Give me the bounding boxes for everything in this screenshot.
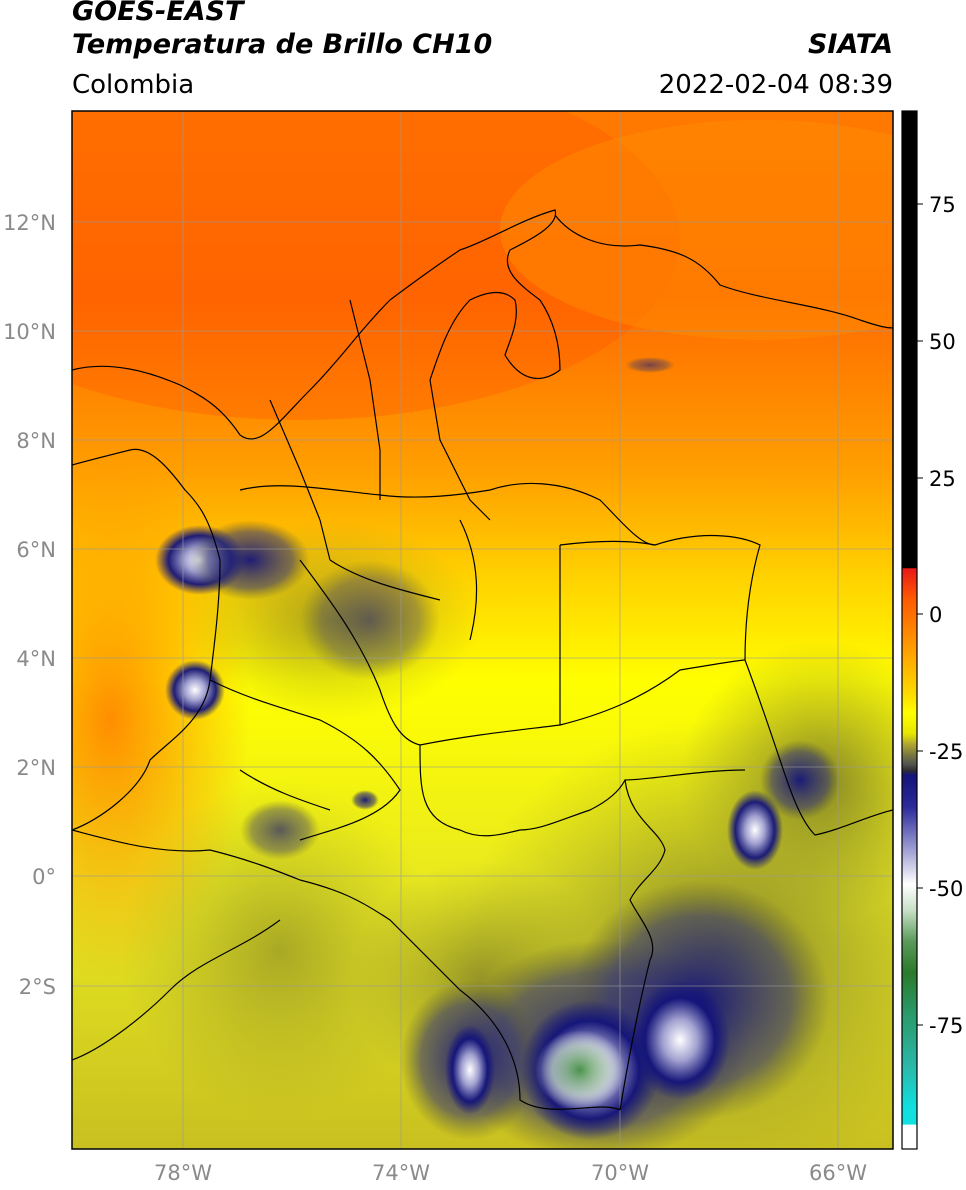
map-frame: [71, 110, 894, 1150]
colorbar-tick-label: 75: [929, 193, 956, 217]
coastlines-borders: [72, 209, 893, 1111]
lat-tick-label: 2°N: [16, 756, 56, 780]
lon-tick-label: 70°W: [591, 1161, 649, 1185]
colorbar-tick-label: 25: [929, 467, 956, 491]
lat-tick-label: 10°N: [3, 320, 56, 344]
colorbar-tick-label: -25: [929, 740, 963, 764]
colorbar-tick-label: 50: [929, 330, 956, 354]
colorbar-tick-label: -75: [929, 1014, 963, 1038]
brightness-temperature-field: [72, 111, 893, 1149]
lon-tick-label: 78°W: [154, 1161, 212, 1185]
lat-tick-label: 6°N: [16, 538, 56, 562]
lon-tick-label: 74°W: [372, 1161, 430, 1185]
lat-tick-label: 0°: [32, 865, 56, 889]
timestamp-label: 2022-02-04 08:39: [658, 70, 893, 100]
lon-tick-label: 66°W: [809, 1161, 867, 1185]
lat-tick-label: 2°S: [19, 975, 56, 999]
colorbar-tick-label: 0: [929, 603, 942, 627]
region-label: Colombia: [72, 70, 195, 100]
lat-tick-label: 4°N: [16, 647, 56, 671]
title-satellite: GOES-EAST: [72, 0, 244, 27]
title-product: Temperatura de Brillo CH10: [72, 29, 493, 60]
lat-tick-label: 8°N: [16, 429, 56, 453]
colorbar-frame: [901, 110, 918, 1150]
longitude-ticks: 78°W 74°W 70°W 66°W: [154, 1161, 867, 1185]
colorbar-gradient: [902, 111, 917, 1149]
colorbar: 75 50 25 0 -25 -50 -75: [901, 110, 963, 1150]
lat-tick-label: 12°N: [3, 211, 56, 235]
latitude-ticks: 12°N 10°N 8°N 6°N 4°N 2°N 0° 2°S: [3, 211, 56, 999]
gridlines: [72, 111, 893, 1149]
colorbar-tick-label: -50: [929, 877, 963, 901]
agency-label: SIATA: [807, 29, 893, 60]
